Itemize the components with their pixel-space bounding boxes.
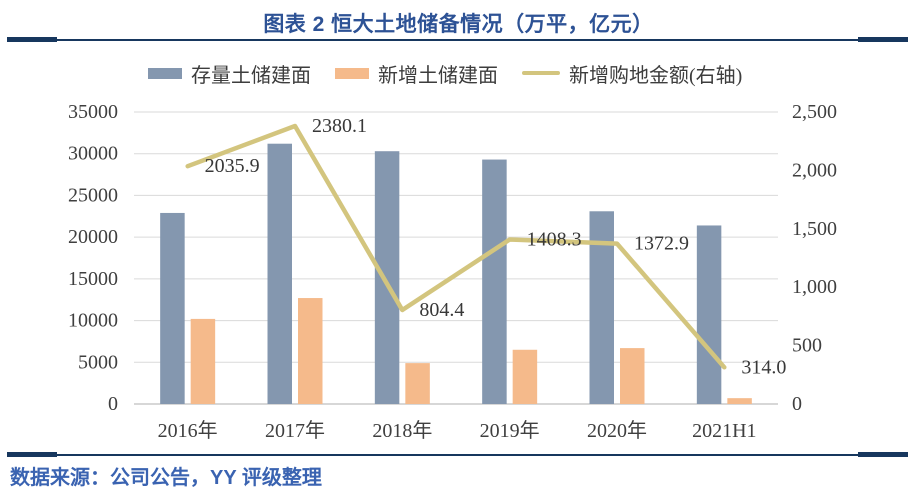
data-source-note: 数据来源：公司公告，YY 评级整理 <box>10 467 322 489</box>
left-axis-tick-label: 15000 <box>68 268 118 290</box>
legend-swatch-new-purchase-amount-line <box>522 70 560 76</box>
stock-land-bar-4 <box>589 211 614 404</box>
left-axis-tick-label: 0 <box>108 393 118 415</box>
new-land-bar-0 <box>190 318 216 404</box>
divider-cap-right <box>858 37 908 42</box>
legend-swatch-stock-land <box>148 67 182 79</box>
right-axis-tick-label: 1,500 <box>792 218 837 240</box>
new-land-bar-4 <box>620 348 645 404</box>
divider-line <box>8 39 908 41</box>
divider-cap-right <box>858 452 908 457</box>
new-land-bar-2 <box>405 363 430 404</box>
new-purchase-amount-data-label-5: 314.0 <box>741 356 786 378</box>
new-purchase-amount-data-label-1: 2380.1 <box>312 115 367 137</box>
new-purchase-amount-line <box>185 123 727 370</box>
new-purchase-amount-data-label-2: 804.4 <box>419 299 464 321</box>
divider-line <box>8 454 908 456</box>
left-axis-tick-label: 30000 <box>68 143 118 165</box>
new-land-bar-1 <box>298 298 323 404</box>
x-axis-category-label: 2021H1 <box>692 420 756 442</box>
left-axis-tick-label: 5000 <box>78 351 118 373</box>
new-purchase-amount-data-label-4: 1372.9 <box>634 233 689 255</box>
legend-item-new-land: 新增土储建面 <box>335 59 498 88</box>
stock-land-bar-5 <box>696 225 722 404</box>
left-axis-tick-label: 35000 <box>68 101 118 123</box>
stock-land-bar-3 <box>482 159 507 404</box>
right-axis-tick-label: 0 <box>792 393 802 415</box>
legend-label-new-land: 新增土储建面 <box>378 64 498 87</box>
new-purchase-amount-data-label-0: 2035.9 <box>205 155 260 177</box>
legend-label-new-purchase-amount: 新增购地金额(右轴) <box>569 64 743 87</box>
right-axis-tick-label: 500 <box>792 335 822 357</box>
footer-divider <box>0 452 917 457</box>
new-land-bar-5 <box>727 398 752 404</box>
header-divider <box>0 37 917 42</box>
stock-land-bar-0 <box>160 212 185 404</box>
new-purchase-amount-data-label-3: 1408.3 <box>527 229 582 251</box>
x-axis-category-label: 2020年 <box>587 419 647 442</box>
legend-label-stock-land: 存量土储建面 <box>191 64 311 87</box>
left-axis-tick-label: 10000 <box>68 310 118 332</box>
legend-item-stock-land: 存量土储建面 <box>148 59 311 88</box>
right-axis-tick-label: 1,000 <box>792 276 837 298</box>
right-axis-tick-label: 2,500 <box>792 101 837 123</box>
left-axis-tick-label: 20000 <box>68 226 118 248</box>
x-axis-category-label: 2019年 <box>480 419 540 442</box>
x-axis-category-label: 2016年 <box>158 419 218 442</box>
stock-land-bar-1 <box>267 143 292 404</box>
figure-title: 图表 2 恒大土地储备情况（万平，亿元） <box>263 13 654 36</box>
x-axis-category-label: 2018年 <box>372 419 432 442</box>
left-axis-tick-label: 25000 <box>68 184 118 206</box>
legend-item-new-purchase-amount: 新增购地金额(右轴) <box>522 59 742 88</box>
legend-swatch-new-land <box>335 67 369 79</box>
x-axis-category-label: 2017年 <box>265 419 325 442</box>
new-land-bar-3 <box>512 349 538 404</box>
right-axis-tick-label: 2,000 <box>792 159 837 181</box>
stock-land-bar-2 <box>374 151 400 404</box>
chart-legend: 存量土储建面 新增土储建面 新增购地金额(右轴) <box>148 59 742 88</box>
